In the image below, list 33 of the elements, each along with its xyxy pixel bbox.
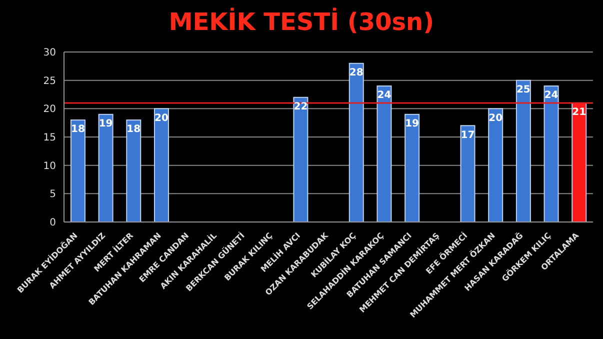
bar xyxy=(544,86,559,222)
bar xyxy=(348,62,364,222)
bar xyxy=(98,114,114,222)
bar xyxy=(488,108,504,222)
bar xyxy=(154,108,169,222)
data-label: 22 xyxy=(294,101,308,112)
bar xyxy=(572,102,587,222)
data-label: 20 xyxy=(154,112,168,124)
bar xyxy=(126,120,142,222)
y-tick-label: 30 xyxy=(43,48,56,59)
data-label: 18 xyxy=(126,124,141,136)
bar xyxy=(460,125,476,222)
y-tick-label: 10 xyxy=(43,160,56,172)
data-label: 17 xyxy=(460,130,475,141)
bar xyxy=(404,114,420,222)
y-tick-label: 0 xyxy=(50,218,56,229)
y-tick-label: 25 xyxy=(43,76,56,87)
data-label: 28 xyxy=(349,67,364,78)
bar xyxy=(376,86,392,222)
data-label: 24 xyxy=(544,90,558,102)
y-tick-label: 20 xyxy=(43,104,56,116)
bar xyxy=(293,96,308,222)
data-label: 19 xyxy=(405,118,420,130)
y-tick-label: 15 xyxy=(43,132,56,144)
data-label: 21 xyxy=(572,107,586,118)
data-label: 18 xyxy=(71,124,85,136)
chart-title: MEKİK TESTİ (30sn) xyxy=(168,6,436,38)
bar xyxy=(70,120,86,222)
data-label: 25 xyxy=(516,84,530,96)
y-tick-label: 5 xyxy=(50,189,56,200)
data-label: 19 xyxy=(98,118,113,130)
data-label: 24 xyxy=(377,90,392,102)
bar xyxy=(516,80,531,222)
